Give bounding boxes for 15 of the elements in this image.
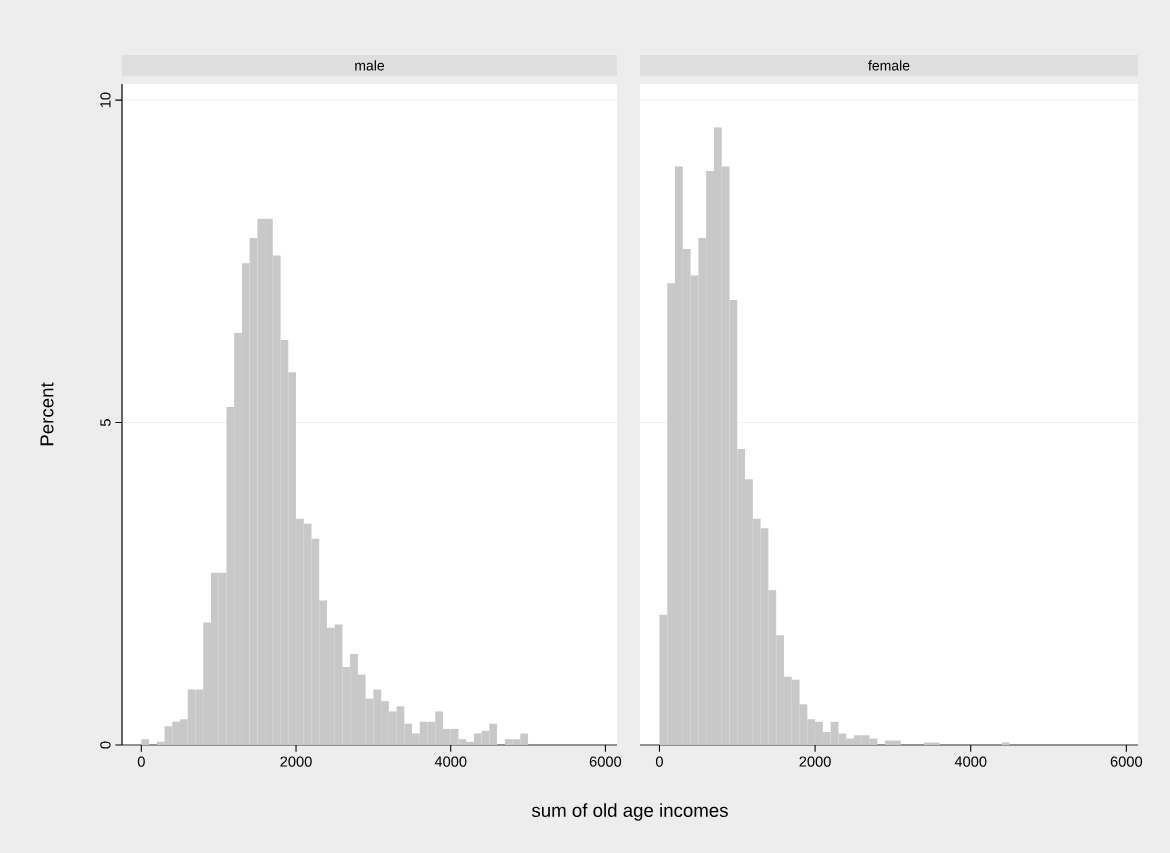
x-tick-label: 2000	[799, 756, 831, 767]
x-tick-label: 4000	[954, 756, 987, 767]
x-tick-label: 6000	[589, 756, 622, 767]
y-tick-label: 0	[100, 741, 111, 749]
y-tick-label: 5	[100, 419, 111, 427]
y-axis-title: Percent	[40, 382, 54, 446]
x-tick-label: 4000	[434, 756, 467, 767]
x-tick-label: 6000	[1110, 756, 1143, 767]
x-tick-label: 0	[137, 756, 145, 767]
chart-title: female	[868, 60, 910, 71]
x-tick-label: 2000	[280, 756, 312, 767]
x-axis-title: sum of old age incomes	[531, 803, 728, 821]
x-tick-label: 0	[655, 756, 663, 767]
chart-title: male	[355, 60, 385, 71]
y-tick-label: 10	[100, 92, 111, 108]
